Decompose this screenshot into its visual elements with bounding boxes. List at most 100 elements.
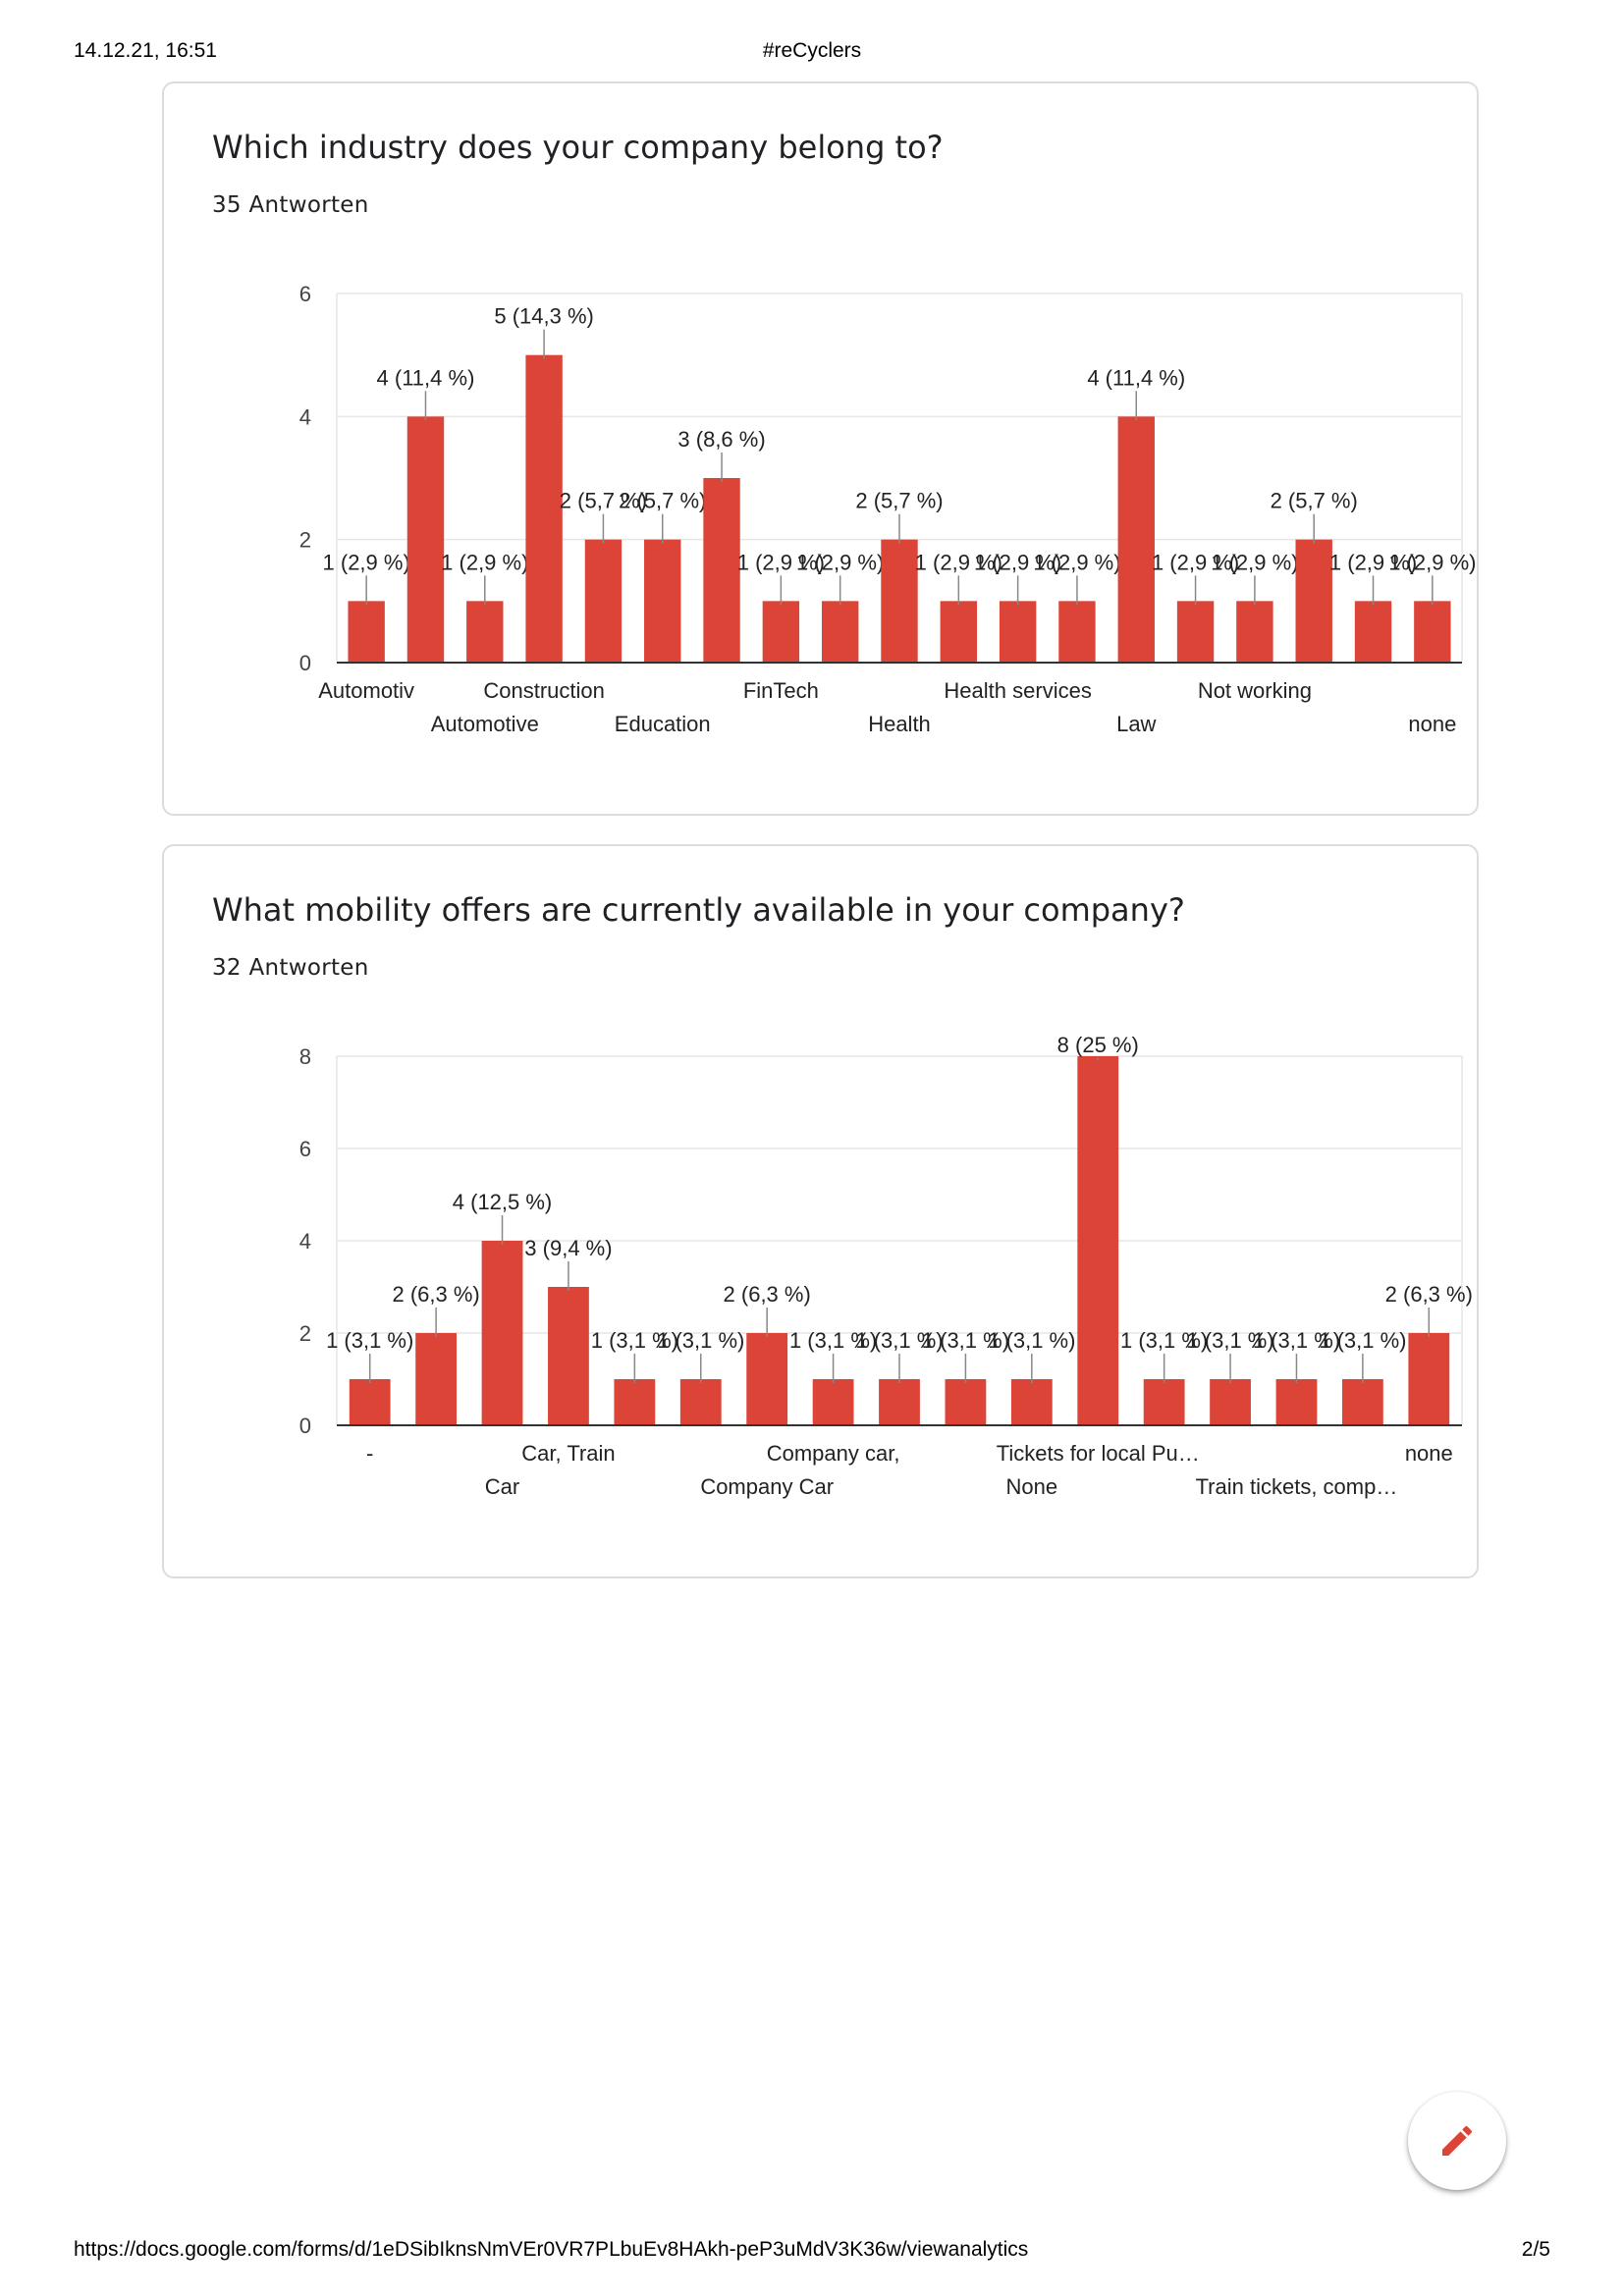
- bar: [703, 478, 740, 663]
- data-label: 4 (12,5 %): [453, 1190, 553, 1214]
- bar: [614, 1379, 656, 1425]
- bar: [746, 1333, 788, 1425]
- bar: [1341, 1379, 1383, 1425]
- data-label: 1 (3,1 %): [1120, 1328, 1208, 1353]
- question-title: What mobility offers are currently avail…: [212, 891, 1185, 929]
- y-tick-label: 2: [299, 1321, 311, 1346]
- bar: [481, 1241, 523, 1425]
- data-label: 1 (3,1 %): [1186, 1328, 1273, 1353]
- data-label: 1 (3,1 %): [988, 1328, 1075, 1353]
- data-label: 4 (11,4 %): [377, 365, 475, 390]
- bar: [879, 1379, 920, 1425]
- bar-chart-mobility: 0 2 4 6 8 1 (3,1 %) 2 (6,3 %) 4 (12,5 %) 3 (9,4 …: [299, 1033, 1473, 1499]
- data-label: 1 (3,1 %): [591, 1328, 678, 1353]
- data-label: 1 (2,9 %): [796, 550, 884, 574]
- bar: [940, 601, 978, 663]
- x-tick-label: Car: [485, 1474, 519, 1499]
- bar: [644, 539, 681, 663]
- bar: [1010, 1379, 1053, 1425]
- data-label: 2 (6,3 %): [724, 1282, 811, 1307]
- bar: [999, 601, 1037, 663]
- bar: [1077, 1056, 1119, 1425]
- data-label: 2 (6,3 %): [392, 1282, 479, 1307]
- y-tick-label: 0: [299, 1414, 311, 1438]
- print-date: 14.12.21, 16:51: [74, 39, 217, 62]
- data-label: 3 (8,6 %): [677, 427, 765, 452]
- bar-chart-industry: 0 2 4 6 1 (2,9 %) 4 (11,4 %) 1 (2,9 %) 5 (14,3 …: [299, 282, 1477, 736]
- x-tick-label: FinTech: [743, 678, 819, 703]
- y-tick-label: 6: [299, 282, 311, 306]
- pencil-icon: [1442, 2125, 1473, 2156]
- y-tick-label: 0: [299, 651, 311, 675]
- page-url: https://docs.google.com/forms/d/1eDSibIk…: [74, 2238, 1029, 2261]
- bar: [415, 1333, 458, 1425]
- x-tick-label: Education: [615, 712, 711, 736]
- data-label: 8 (25 %): [1057, 1033, 1139, 1057]
- bar: [584, 539, 623, 663]
- bar: [1354, 601, 1392, 663]
- bar: [1058, 601, 1096, 663]
- x-tick-label: Not working: [1198, 678, 1312, 703]
- data-label: 1 (2,9 %): [441, 550, 528, 574]
- bar: [1210, 1379, 1251, 1425]
- question-card-industry: Which industry does your company belong …: [162, 81, 1479, 816]
- data-label: 1 (3,1 %): [657, 1328, 744, 1353]
- bar: [812, 1379, 854, 1425]
- data-label: 1 (2,9 %): [1329, 550, 1417, 574]
- bar: [945, 1379, 987, 1425]
- data-label: 5 (14,3 %): [494, 304, 593, 329]
- bar: [406, 416, 445, 663]
- bar: [762, 601, 800, 663]
- bar: [466, 601, 504, 663]
- x-tick-label: none: [1408, 712, 1456, 736]
- x-tick-label: None: [1006, 1474, 1058, 1499]
- bar: [1408, 1333, 1450, 1425]
- print-footer: https://docs.google.com/forms/d/1eDSibIk…: [74, 2238, 1550, 2268]
- y-tick-label: 2: [299, 528, 311, 553]
- bar: [1236, 601, 1273, 663]
- data-label: 1 (2,9 %): [737, 550, 825, 574]
- y-tick-label: 6: [299, 1137, 311, 1161]
- data-label: 1 (2,9 %): [1033, 550, 1120, 574]
- x-tick-label: Company car,: [767, 1441, 900, 1466]
- edit-button[interactable]: [1408, 2092, 1506, 2190]
- x-tick-label: Construction: [483, 678, 605, 703]
- data-label: 1 (3,1 %): [1253, 1328, 1340, 1353]
- data-label: 2 (5,7 %): [855, 489, 943, 513]
- bar: [525, 354, 563, 663]
- bar: [1275, 1379, 1318, 1425]
- x-tick-label: Car, Train: [521, 1441, 615, 1466]
- bar: [1414, 601, 1451, 663]
- y-tick-label: 4: [299, 1229, 311, 1254]
- data-label: 2 (6,3 %): [1385, 1282, 1473, 1307]
- bar: [348, 601, 385, 663]
- x-tick-label: -: [366, 1441, 373, 1466]
- bar: [1143, 1379, 1185, 1425]
- bar: [821, 601, 859, 663]
- x-tick-label: Health: [868, 712, 931, 736]
- data-label: 3 (9,4 %): [524, 1236, 612, 1260]
- y-tick-label: 8: [299, 1044, 311, 1069]
- data-label: 1 (2,9 %): [323, 550, 410, 574]
- page-number: 2/5: [1521, 2238, 1550, 2261]
- bar: [679, 1379, 722, 1425]
- bar: [1176, 601, 1215, 663]
- data-label: 1 (3,1 %): [1319, 1328, 1406, 1353]
- data-label: 2 (5,7 %): [560, 489, 647, 513]
- x-tick-label: Tickets for local Pu…: [997, 1441, 1200, 1466]
- data-label: 1 (2,9 %): [974, 550, 1061, 574]
- y-tick-label: 4: [299, 404, 311, 429]
- x-tick-label: Company Car: [700, 1474, 834, 1499]
- data-label: 2 (5,7 %): [619, 489, 706, 513]
- print-header: 14.12.21, 16:51 #reCyclers: [74, 39, 1550, 69]
- x-tick-label: Automotive: [431, 712, 539, 736]
- x-tick-label: Train tickets, comp…: [1196, 1474, 1398, 1499]
- data-label: 1 (3,1 %): [922, 1328, 1009, 1353]
- data-label: 1 (2,9 %): [1152, 550, 1239, 574]
- x-tick-label: Health services: [944, 678, 1091, 703]
- question-title: Which industry does your company belong …: [212, 129, 944, 166]
- data-label: 1 (2,9 %): [1388, 550, 1476, 574]
- bar: [548, 1287, 589, 1425]
- print-title: #reCyclers: [762, 39, 862, 62]
- question-card-mobility: What mobility offers are currently avail…: [162, 844, 1479, 1578]
